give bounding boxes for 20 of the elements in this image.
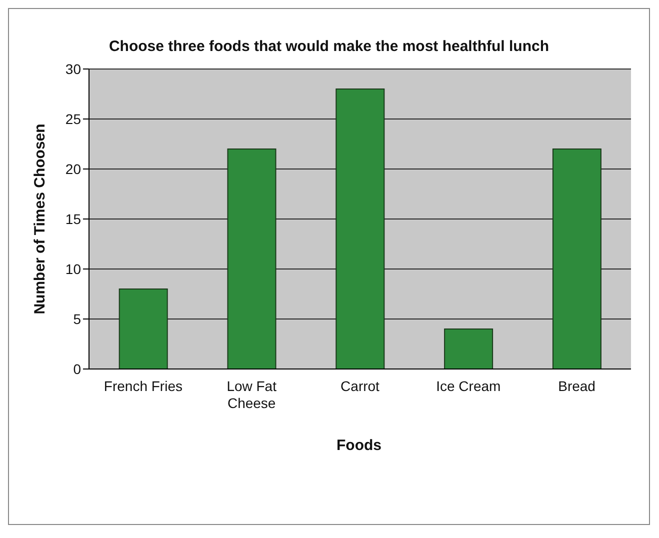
y-tick-label: 15 — [65, 210, 82, 227]
x-tick-label: Low Fat Cheese — [226, 378, 277, 411]
bar — [336, 88, 385, 369]
x-tick-label: Bread — [558, 378, 596, 394]
x-tick-label: Carrot — [340, 378, 380, 394]
y-tick-label: 25 — [65, 110, 82, 127]
bar — [118, 288, 168, 369]
y-tick-label: 10 — [65, 260, 82, 277]
y-tick-label: 20 — [65, 160, 82, 177]
y-tick-label: 5 — [73, 310, 82, 327]
bar — [227, 148, 276, 369]
chart-title: Choose three foods that would make the most healthful lunch — [108, 37, 550, 57]
x-axis-title: Foods — [336, 437, 382, 454]
x-tick-label: Ice Cream — [436, 378, 501, 394]
bar — [444, 328, 494, 369]
y-axis-title: Number of Times Choosen — [31, 124, 48, 314]
y-tick-label: 0 — [73, 360, 82, 377]
y-tick-label: 30 — [65, 60, 82, 77]
bar — [552, 148, 602, 369]
x-tick-label: French Fries — [104, 378, 182, 394]
